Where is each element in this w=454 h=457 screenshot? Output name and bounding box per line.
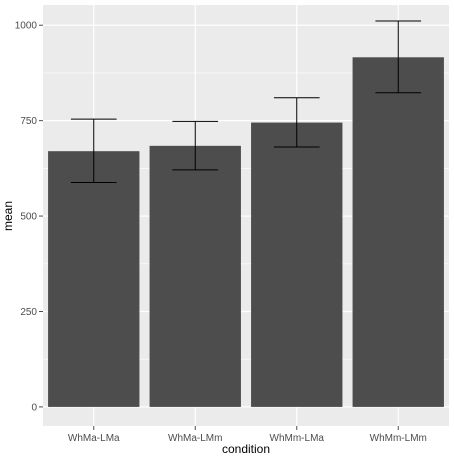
bar-WhMa-LMa [48, 151, 140, 407]
x-tick-label: WhMa-LMm [168, 433, 222, 444]
y-axis-title: mean [1, 201, 15, 231]
bars [48, 57, 444, 407]
bar-WhMm-LMa [251, 122, 343, 407]
axes: 0 250 500 750 1000 WhMa-LMa WhMa-LMm WhMm-LMa Wh… [15, 21, 427, 444]
error-bars [70, 20, 422, 183]
x-axis-title: condition [222, 442, 270, 456]
bar-WhMa-LMm [149, 145, 241, 407]
x-tick-label: WhMm-LMm [370, 433, 427, 444]
bar-WhMm-LMm [352, 57, 444, 407]
x-tick-label: WhMm-LMa [270, 433, 325, 444]
y-tick-label: 1000 [15, 21, 38, 32]
y-tick-label: 0 [31, 402, 37, 413]
y-tick-label: 250 [20, 307, 37, 318]
y-tick-label: 750 [20, 116, 37, 127]
x-tick-label: WhMa-LMa [68, 433, 120, 444]
y-tick-label: 500 [20, 212, 37, 223]
